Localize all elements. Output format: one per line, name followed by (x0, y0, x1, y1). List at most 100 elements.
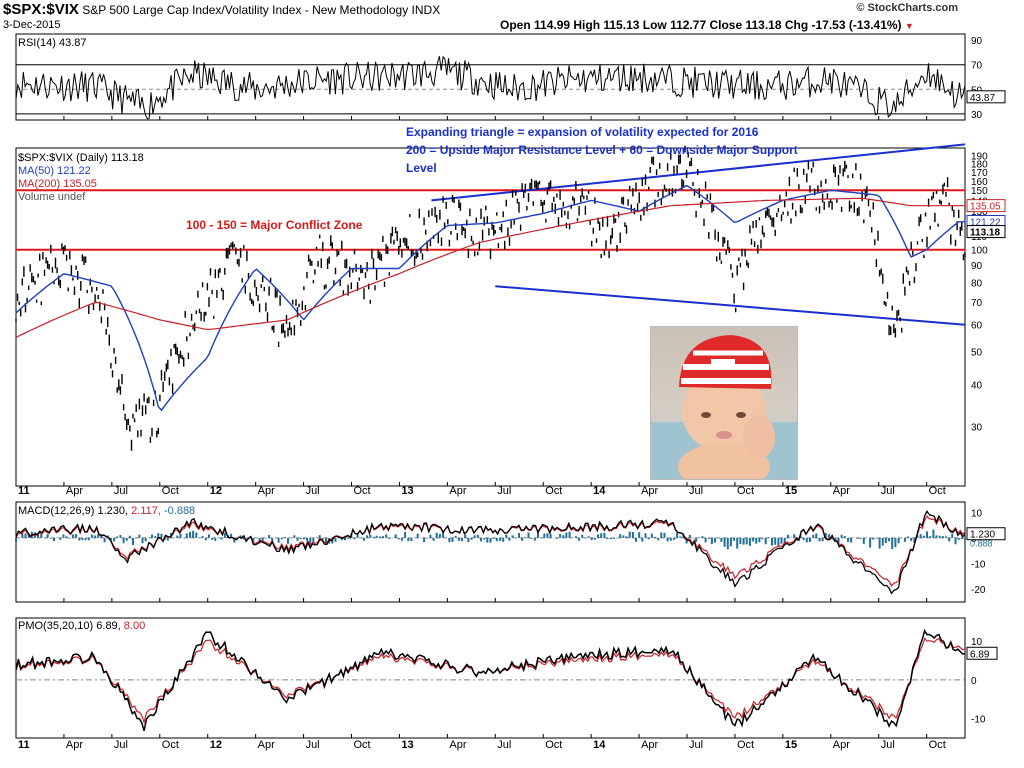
xtick-label: Apr (641, 739, 658, 751)
rsi-legend-text: RSI(14) 43.87 (18, 37, 87, 49)
xtick-label: Oct (929, 739, 946, 751)
xtick-label: Jul (114, 739, 128, 751)
price-legend-main: $SPX:$VIX (Daily) 113.18 (18, 152, 144, 164)
xtick-label: Apr (449, 485, 466, 497)
xtick-label: 12 (210, 739, 222, 751)
ma200-value-box (966, 199, 1006, 213)
pmo-legend: PMO(35,20,10) 6.89, 8.00 (18, 620, 146, 632)
xtick-label: Jul (881, 485, 895, 497)
rsi-value-label: 43.87 (970, 93, 995, 104)
description: S&P 500 Large Cap Index/Volatility Index… (82, 3, 409, 17)
xtick-label: Jul (306, 739, 320, 751)
panel-frame-rsi (15, 33, 966, 121)
macd-ytick: 10 (971, 508, 983, 519)
xtick-label: 14 (593, 485, 606, 497)
xtick-label: 15 (785, 485, 797, 497)
pmo-ytick: 0 (971, 676, 977, 687)
pmo-ytick: -10 (971, 715, 986, 726)
ma50-value-label: 121.22 (970, 218, 1001, 229)
xtick-label: Jul (497, 485, 511, 497)
xtick-label: Jul (689, 739, 703, 751)
pmo-line (15, 628, 965, 732)
ohlc-readout: Open 114.99 High 115.13 Low 112.77 Close… (500, 18, 914, 32)
xtick-label: Oct (162, 739, 179, 751)
rsi-line (15, 55, 966, 120)
price-ytick: 150 (971, 186, 988, 197)
volume-legend: Volume undef (18, 191, 86, 203)
panel-frame-macd (15, 501, 966, 603)
chart-header: $SPX:$VIX S&P 500 Large Cap Index/Volati… (3, 1, 440, 18)
xtick-label: Apr (258, 485, 275, 497)
exchange: INDX (411, 3, 441, 17)
xtick-label: Oct (929, 485, 946, 497)
xtick-label: Oct (162, 485, 179, 497)
macd-ytick: -10 (971, 560, 986, 571)
macd-line (15, 510, 966, 595)
xtick-label: Oct (545, 739, 562, 751)
macd-legend: MACD(12,26,9) 1.230, 2.117, -0.888 (18, 505, 196, 517)
pmo-value-box (966, 646, 998, 660)
macd-value-label: 1.230 (970, 530, 995, 541)
xtick-label: Apr (66, 739, 83, 751)
price-ytick: 80 (971, 279, 983, 290)
xtick-label: Oct (737, 485, 754, 497)
xtick-label: 15 (785, 739, 797, 751)
pmo-value-label: 6.89 (970, 649, 990, 660)
xtick-label: Apr (66, 485, 83, 497)
macd-hist-value-label: 0.888 (970, 539, 993, 549)
price-ytick: 50 (971, 347, 983, 358)
annotation-conflict-zone: 100 - 150 = Major Conflict Zone (186, 218, 363, 232)
price-ytick: 100 (971, 246, 988, 257)
pmo-ytick: 10 (971, 637, 983, 648)
xtick-label: Apr (833, 485, 850, 497)
rsi-value-box (966, 90, 1006, 104)
xtick-label: Apr (258, 739, 275, 751)
xtick-label: Apr (833, 739, 850, 751)
price-legend: $SPX:$VIX (Daily) 113.18 MA(50) 121.22 M… (18, 152, 144, 204)
xtick-label: Oct (545, 485, 562, 497)
xtick-label: Oct (354, 485, 371, 497)
macd-histogram (15, 529, 966, 550)
price-ytick: 40 (971, 380, 983, 391)
ma200-value-label: 135.05 (970, 202, 1001, 213)
price-ytick: 180 (971, 159, 988, 170)
xtick-label: Jul (497, 739, 511, 751)
panel-frame-price (15, 147, 966, 487)
annotation-triangle: Expanding triangle = expansion of volati… (406, 125, 798, 175)
xtick-label: Oct (354, 739, 371, 751)
macd-ytick: -20 (971, 585, 986, 596)
xtick-label: Oct (737, 739, 754, 751)
price-ytick: 90 (971, 261, 983, 272)
trend-line-1 (495, 285, 966, 326)
ma50-line (15, 184, 965, 412)
xtick-label: Jul (306, 485, 320, 497)
rsi-ytick: 70 (971, 61, 983, 72)
watermark: © StockCharts.com (856, 2, 958, 14)
panel-frame-pmo (15, 617, 966, 739)
baby-photo (650, 326, 798, 480)
xtick-label: Jul (114, 485, 128, 497)
xtick-label: 13 (401, 485, 413, 497)
price-ytick: 60 (971, 321, 983, 332)
price-value-box (966, 225, 1006, 239)
macd-signal-line (15, 515, 966, 587)
xtick-label: Jul (689, 485, 703, 497)
price-ytick: 170 (971, 168, 988, 179)
price-bars (15, 145, 966, 451)
xtick-label: 12 (210, 485, 222, 497)
xtick-label: Apr (641, 485, 658, 497)
ma50-legend: MA(50) 121.22 (18, 165, 91, 177)
symbol: $SPX:$VIX (3, 1, 79, 18)
rsi-ytick: 90 (971, 36, 983, 47)
macd-value-box (966, 527, 1006, 541)
rsi-legend: RSI(14) 43.87 (18, 37, 86, 49)
price-ytick: 30 (971, 422, 983, 433)
xtick-label: 11 (18, 485, 30, 497)
xtick-label: 11 (18, 739, 30, 751)
price-ytick: 130 (971, 207, 988, 218)
xtick-label: Apr (449, 739, 466, 751)
xtick-label: 13 (401, 739, 413, 751)
price-value-label: 113.18 (970, 228, 1000, 239)
xtick-label: 14 (593, 739, 606, 751)
